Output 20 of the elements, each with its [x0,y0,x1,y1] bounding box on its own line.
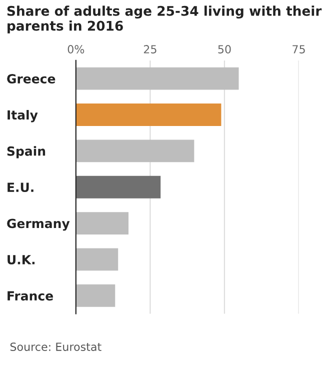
source-note: Source: Eurostat [10,342,102,351]
x-tick-label: 0% [68,45,84,54]
x-tick-label: 50 [218,45,231,54]
y-tick-label: Italy [8,110,38,122]
bar [76,284,116,307]
y-tick-label: France [8,291,53,301]
bar [76,140,194,162]
x-tick-label: 75 [292,45,305,54]
y-tick-label: Greece [7,74,56,84]
y-tick-label: Spain [7,146,46,158]
bar [76,176,161,198]
y-tick-label: Germany [7,218,70,231]
y-tick-label: U.K. [8,255,35,264]
x-tick-label: 25 [144,45,156,54]
chart-title: Share of adults age 25-34 living with their parents in 2016 [7,6,322,34]
bar [76,67,239,90]
y-tick-label: E.U. [8,182,34,192]
bar [76,104,222,126]
bar [76,212,128,235]
bar [76,248,118,271]
